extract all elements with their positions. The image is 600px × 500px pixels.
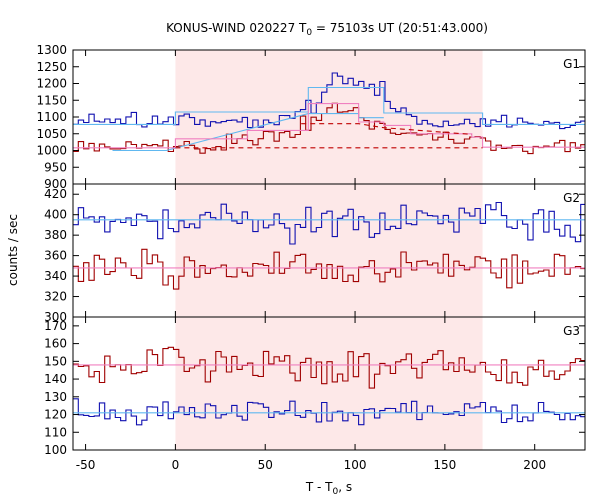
y-tick-label-G3-130: 130	[44, 390, 67, 404]
y-axis-label: counts / sec	[6, 214, 20, 286]
x-axis-label-subscript: 0	[333, 487, 339, 497]
y-tick-label-G2-400: 400	[44, 208, 67, 222]
fit-G1-pink_fit-4	[73, 103, 585, 149]
x-tick-label-100: 100	[344, 458, 367, 472]
x-tick-label-50: 50	[258, 458, 273, 472]
chart-title-prefix: KONUS-WIND 020227 T	[166, 21, 307, 35]
x-tick-label-150: 150	[433, 458, 456, 472]
dashed-G1-6	[301, 123, 472, 135]
fit-G1-light_blue_fit-2	[73, 86, 585, 125]
x-axis-label-main: T - T	[305, 480, 333, 494]
y-tick-label-G2-300: 300	[44, 310, 67, 324]
y-tick-label-G3-150: 150	[44, 354, 67, 368]
panel-series-G3	[73, 346, 585, 426]
series-G1-red_series-1	[73, 102, 585, 155]
y-tick-label-G2-360: 360	[44, 249, 67, 263]
panel-label-G1: G1	[563, 57, 580, 71]
y-tick-label-G1-1150: 1150	[36, 93, 67, 107]
highlight-interval	[175, 50, 483, 450]
y-tick-label-G3-170: 170	[44, 319, 67, 333]
panel-G3: 100 110 120 130 140 150 160 170 G3	[44, 316, 586, 457]
x-axis-label: T - T0, s	[305, 480, 352, 497]
y-tick-label-G1-1200: 1200	[36, 77, 67, 91]
series-G2-blue_series-0	[73, 201, 585, 245]
panel-label-G2: G2	[563, 191, 580, 205]
y-tick-label-G3-110: 110	[44, 425, 67, 439]
chart-title: KONUS-WIND 020227 T0 = 75103s UT (20:51:…	[166, 21, 488, 38]
y-tick-label-G1-1050: 1050	[36, 127, 67, 141]
y-tick-label-G1-1000: 1000	[36, 144, 67, 158]
y-tick-label-G1-1100: 1100	[36, 110, 67, 124]
y-tick-label-G1-1300: 1300	[36, 43, 67, 57]
series-G3-red_series-0	[73, 346, 585, 389]
panel-frame-G3	[72, 316, 586, 451]
x-axis-label-unit: , s	[338, 480, 352, 494]
chart-title-suffix: = 75103s UT (20:51:43.000)	[312, 21, 488, 35]
y-tick-label-G2-380: 380	[44, 228, 67, 242]
x-tick-label--50: -50	[76, 458, 96, 472]
series-G2-red_series-1	[73, 248, 585, 290]
series-G3-blue_series-1	[73, 398, 585, 426]
panel-label-G3: G3	[563, 324, 580, 338]
y-tick-label-G1-950: 950	[44, 160, 67, 174]
x-tick-label-0: 0	[172, 458, 180, 472]
y-tick-label-G3-120: 120	[44, 408, 67, 422]
panel-series-G1	[73, 72, 585, 155]
y-tick-label-G3-140: 140	[44, 372, 67, 386]
y-tick-label-G1-900: 900	[44, 177, 67, 191]
y-tick-label-G2-420: 420	[44, 187, 67, 201]
panel-series-G2	[73, 201, 585, 290]
chart-title-subscript: 0	[306, 28, 312, 38]
y-tick-label-G3-100: 100	[44, 443, 67, 457]
fit-G1-light_blue_fit-3	[112, 113, 384, 152]
y-tick-label-G1-1250: 1250	[36, 60, 67, 74]
y-tick-label-G2-320: 320	[44, 290, 67, 304]
y-tick-label-G2-340: 340	[44, 269, 67, 283]
y-tick-label-G3-160: 160	[44, 337, 67, 351]
panel-G1: 900 950 1000 1050 1100 1150 1200 1250 1300 G1	[36, 43, 586, 191]
plot-area: 9009501000105011001150120012501300G13003…	[36, 43, 586, 472]
x-tick-label-200: 200	[523, 458, 546, 472]
